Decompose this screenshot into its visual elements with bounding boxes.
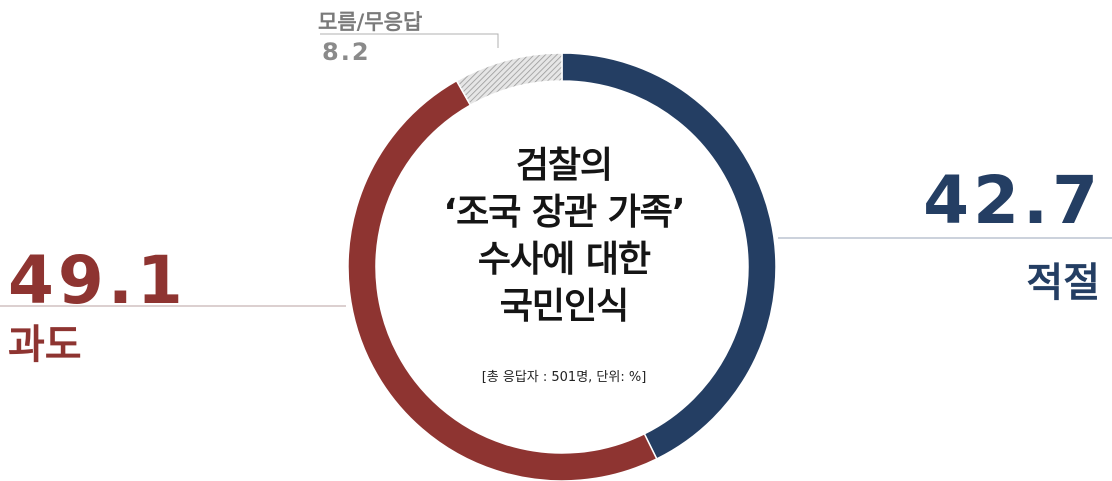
- data-label-unknown-name: 모름/무응답: [318, 10, 423, 34]
- leader-line-unknown: [320, 33, 499, 48]
- data-label-approve-value: 42.7: [923, 162, 1102, 239]
- data-label-approve-name: 적절: [1026, 260, 1100, 306]
- title-line-2: ‘조국 장관 가족’: [443, 192, 685, 233]
- title-line-1: 검찰의: [515, 145, 613, 186]
- respondent-note: [총 응답자 : 501명, 단위: %]: [481, 370, 647, 385]
- title-line-4: 국민인식: [499, 286, 629, 327]
- leader-lines: [0, 33, 1112, 307]
- data-label-unknown-value: 8.2: [322, 38, 371, 66]
- data-label-excessive-name: 과도: [8, 322, 82, 368]
- title-line-3: 수사에 대한: [477, 239, 651, 280]
- chart-title: 검찰의 ‘조국 장관 가족’ 수사에 대한 국민인식: [380, 142, 748, 330]
- slice-unknown: [455, 52, 563, 107]
- data-label-excessive-value: 49.1: [8, 242, 187, 319]
